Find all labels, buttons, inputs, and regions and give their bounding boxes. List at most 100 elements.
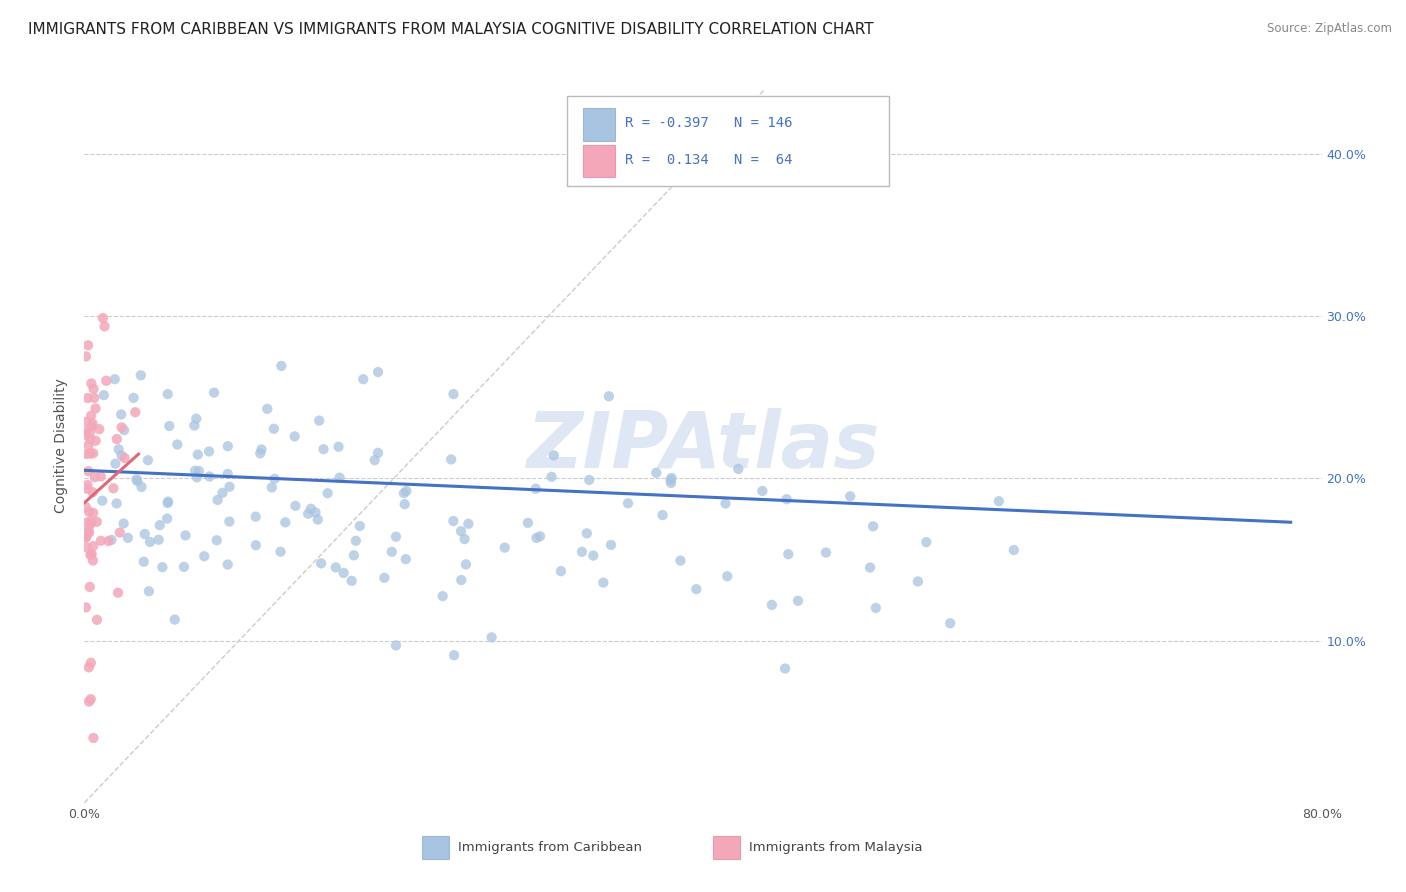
Point	[112, 516, 135, 531]
Point	[96, 374, 118, 388]
Point	[344, 533, 367, 548]
Point	[90, 469, 112, 483]
Point	[349, 519, 371, 533]
Point	[217, 558, 239, 572]
Point	[329, 470, 352, 484]
Point	[79, 447, 101, 461]
Point	[325, 560, 347, 574]
Point	[114, 450, 136, 465]
Point	[716, 569, 738, 583]
Point	[77, 525, 100, 540]
Point	[669, 553, 692, 567]
Point	[250, 442, 273, 457]
Point	[76, 541, 98, 555]
Point	[385, 639, 408, 653]
Point	[340, 574, 363, 588]
Point	[440, 452, 463, 467]
Point	[80, 515, 103, 529]
Point	[218, 480, 240, 494]
Point	[543, 449, 565, 463]
Point	[80, 692, 103, 706]
Point	[77, 464, 100, 478]
Point	[75, 531, 97, 545]
Point	[82, 731, 104, 745]
Point	[778, 547, 800, 561]
Point	[132, 555, 155, 569]
Point	[245, 509, 267, 524]
Point	[75, 500, 97, 515]
Point	[297, 507, 319, 521]
Point	[328, 440, 350, 454]
Point	[107, 585, 129, 599]
Point	[148, 533, 170, 547]
Point	[173, 560, 195, 574]
Point	[540, 470, 562, 484]
Point	[659, 475, 682, 490]
Text: IMMIGRANTS FROM CARIBBEAN VS IMMIGRANTS FROM MALAYSIA COGNITIVE DISABILITY CORRE: IMMIGRANTS FROM CARIBBEAN VS IMMIGRANTS …	[28, 22, 873, 37]
Point	[578, 473, 600, 487]
Point	[751, 483, 773, 498]
Point	[122, 391, 145, 405]
Point	[93, 319, 115, 334]
Point	[814, 545, 837, 559]
Point	[550, 564, 572, 578]
Point	[249, 446, 271, 460]
Point	[107, 442, 129, 457]
Point	[494, 541, 516, 555]
Point	[157, 419, 180, 434]
Y-axis label: Cognitive Disability: Cognitive Disability	[55, 378, 69, 514]
Point	[124, 405, 146, 419]
Point	[75, 415, 97, 429]
Point	[714, 497, 737, 511]
Point	[394, 497, 416, 511]
Point	[284, 429, 307, 443]
Point	[270, 545, 292, 559]
Point	[308, 413, 330, 427]
Point	[138, 584, 160, 599]
Point	[77, 438, 100, 452]
Point	[82, 417, 104, 431]
Point	[186, 411, 208, 425]
Point	[343, 549, 366, 563]
Point	[367, 446, 389, 460]
Point	[166, 437, 188, 451]
Point	[84, 401, 107, 416]
Point	[80, 409, 103, 423]
Point	[77, 338, 100, 352]
Point	[97, 534, 120, 549]
Point	[481, 631, 503, 645]
Point	[645, 466, 668, 480]
Point	[82, 446, 104, 460]
Point	[659, 473, 682, 487]
FancyBboxPatch shape	[422, 837, 450, 859]
Point	[83, 391, 105, 405]
Point	[598, 389, 620, 403]
Point	[75, 425, 97, 439]
Point	[156, 387, 179, 401]
Point	[90, 533, 112, 548]
Point	[77, 523, 100, 537]
Text: Immigrants from Malaysia: Immigrants from Malaysia	[749, 840, 922, 854]
Point	[582, 549, 605, 563]
Point	[198, 469, 221, 483]
Point	[685, 582, 707, 596]
Point	[661, 471, 683, 485]
Point	[83, 382, 105, 396]
Point	[79, 548, 101, 562]
Point	[193, 549, 215, 564]
Point	[862, 519, 884, 533]
Point	[76, 482, 98, 496]
Point	[75, 350, 97, 364]
Point	[83, 470, 105, 484]
Point	[218, 515, 240, 529]
Point	[156, 511, 179, 525]
Point	[108, 525, 131, 540]
Point	[82, 539, 104, 553]
Point	[84, 434, 107, 448]
Point	[163, 613, 186, 627]
Point	[284, 499, 307, 513]
Point	[773, 661, 796, 675]
Point	[395, 552, 418, 566]
Point	[457, 516, 479, 531]
Point	[103, 481, 125, 495]
